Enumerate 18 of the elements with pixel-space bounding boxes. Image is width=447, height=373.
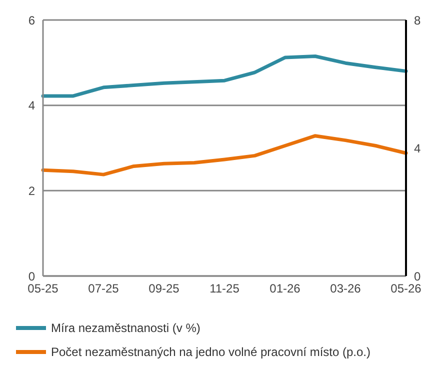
x-tick-label: 09-25 bbox=[148, 282, 180, 296]
x-tick-label: 11-25 bbox=[210, 282, 240, 296]
x-tick-label: 03-26 bbox=[330, 282, 362, 296]
y2-tick-label: 8 bbox=[414, 13, 421, 28]
line-series bbox=[41, 134, 408, 176]
x-tick-label: 05-25 bbox=[28, 282, 59, 296]
legend-label: Počet nezaměstnaných na jedno volné pracovní místo (p.o.) bbox=[51, 344, 371, 361]
y-tick-label: 0 bbox=[28, 269, 36, 284]
y2-tick-label: 0 bbox=[414, 269, 421, 284]
y2-tick-label: 4 bbox=[414, 141, 421, 156]
x-tick-label: 05-26 bbox=[390, 282, 422, 296]
legend-label: Míra nezaměstnanosti (v %) bbox=[51, 320, 200, 337]
y-tick-label: 6 bbox=[28, 13, 36, 28]
x-tick-label: 07-25 bbox=[88, 282, 120, 296]
x-tick-label: 01-26 bbox=[270, 282, 301, 296]
line-series bbox=[41, 54, 408, 98]
y-tick-label: 4 bbox=[28, 98, 36, 113]
y-tick-label: 2 bbox=[28, 184, 36, 198]
